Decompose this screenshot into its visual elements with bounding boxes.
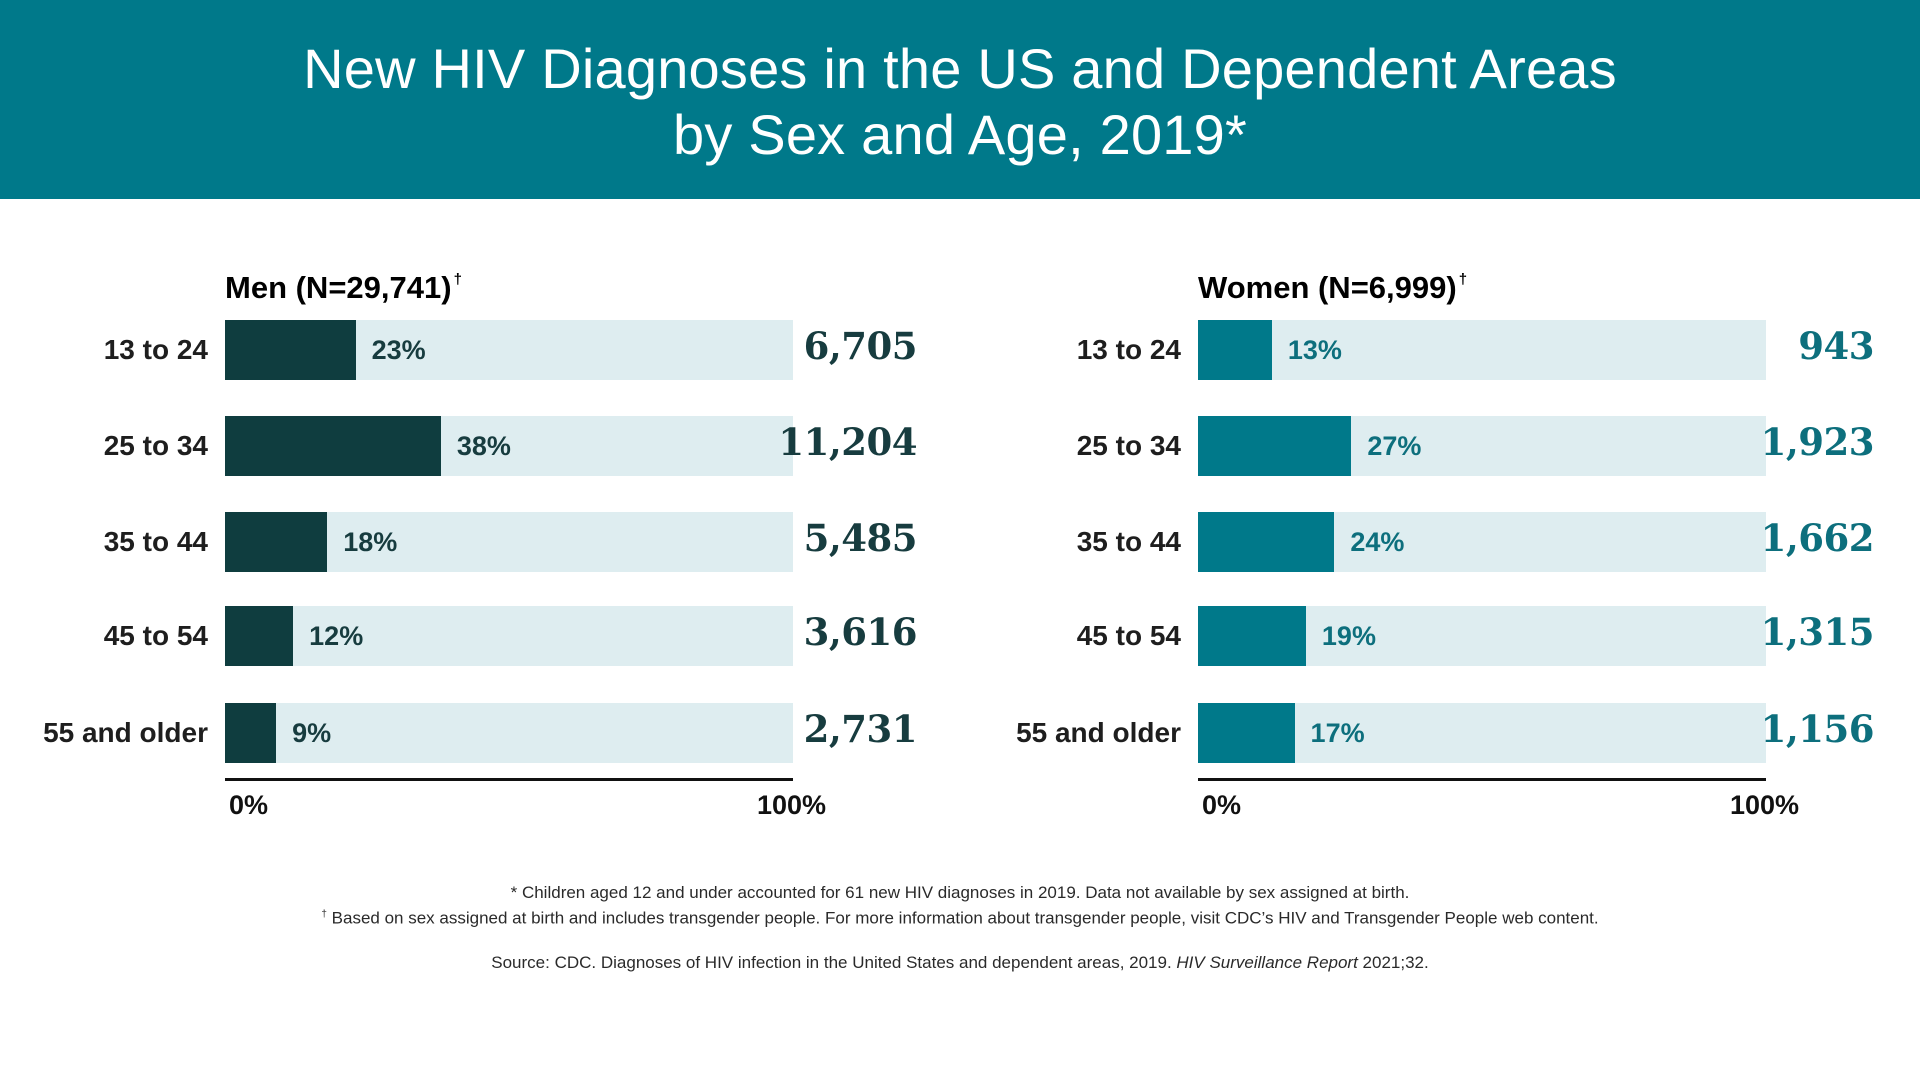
- men-bar-percent-label: 12%: [309, 620, 364, 651]
- women-x-tick-label: 100%: [1730, 790, 1800, 820]
- title-line-2: by Sex and Age, 2019*: [672, 102, 1247, 166]
- women-bar: [1198, 320, 1272, 380]
- women-count-label: 1,156: [1760, 707, 1875, 751]
- men-bar-percent-label: 23%: [371, 334, 426, 365]
- men-count-label: 11,204: [778, 420, 917, 464]
- women-count-label: 1,662: [1760, 516, 1875, 560]
- footnotes: * Children aged 12 and under accounted f…: [0, 882, 1920, 974]
- men-bar: [225, 606, 294, 666]
- men-age-label: 35 to 44: [103, 526, 208, 557]
- women-count-label: 943: [1798, 324, 1874, 368]
- women-age-label: 13 to 24: [1076, 334, 1181, 365]
- men-bar-percent-label: 38%: [456, 430, 511, 461]
- men-bar-track: [225, 606, 793, 666]
- footnote-dagger: † Based on sex assigned at birth and inc…: [0, 904, 1920, 930]
- women-bar-row: 55 and older 17% 1,156: [1016, 703, 1875, 763]
- women-bar-track: [1198, 320, 1766, 380]
- women-age-label: 35 to 44: [1076, 526, 1181, 557]
- men-bar: [225, 320, 356, 380]
- source-prefix: Source: CDC. Diagnoses of HIV infection …: [491, 952, 1177, 972]
- women-bar-percent-label: 19%: [1321, 620, 1376, 651]
- women-bar: [1198, 512, 1335, 572]
- footnote-dagger-text: Based on sex assigned at birth and inclu…: [331, 908, 1599, 928]
- women-chart-title-text: Women (N=6,999): [1198, 270, 1457, 305]
- header-banner: New HIV Diagnoses in the US and Dependen…: [0, 0, 1920, 199]
- women-bar: [1198, 606, 1306, 666]
- men-count-label: 3,616: [803, 610, 918, 654]
- men-bar-percent-label: 9%: [292, 717, 332, 748]
- men-count-label: 5,485: [803, 516, 918, 560]
- women-chart-title: Women (N=6,999) †: [1198, 270, 1467, 306]
- men-bar-track: [225, 703, 793, 763]
- men-age-label: 25 to 34: [103, 430, 208, 461]
- source-suffix: 2021;32.: [1357, 952, 1429, 972]
- title-line-1: New HIV Diagnoses in the US and Dependen…: [303, 36, 1617, 100]
- men-count-label: 6,705: [803, 324, 918, 368]
- women-bar-percent-label: 17%: [1310, 717, 1365, 748]
- source-citation: Source: CDC. Diagnoses of HIV infection …: [0, 952, 1920, 974]
- men-x-axis-line: [225, 778, 793, 781]
- men-x-tick-label: 0%: [229, 790, 269, 820]
- women-bar-row: 13 to 24 13% 943: [1077, 320, 1874, 380]
- men-bar-percent-label: 18%: [343, 526, 398, 557]
- men-chart-title: Men (N=29,741) †: [225, 270, 462, 306]
- men-bar-row: 13 to 24 23% 6,705: [104, 320, 918, 380]
- men-bar: [225, 703, 277, 763]
- page-title: New HIV Diagnoses in the US and Dependen…: [303, 32, 1617, 168]
- men-count-label: 2,731: [803, 707, 918, 751]
- women-bar-row: 45 to 54 19% 1,315: [1077, 606, 1875, 666]
- women-bar-percent-label: 24%: [1350, 526, 1405, 557]
- women-count-label: 1,315: [1760, 610, 1875, 654]
- women-bar-row: 35 to 44 24% 1,662: [1077, 512, 1875, 572]
- women-bar-percent-label: 13%: [1287, 334, 1342, 365]
- men-x-tick-label: 100%: [757, 790, 827, 820]
- women-bar-row: 25 to 34 27% 1,923: [1077, 416, 1875, 476]
- women-age-label: 25 to 34: [1076, 430, 1181, 461]
- footnote-star: * Children aged 12 and under accounted f…: [510, 883, 1410, 902]
- source-report-title: HIV Surveillance Report: [1176, 952, 1358, 972]
- women-bar: [1198, 703, 1295, 763]
- men-age-label: 55 and older: [43, 717, 208, 748]
- men-bar-row: 25 to 34 38% 11,204: [104, 416, 917, 476]
- women-bar: [1198, 416, 1352, 476]
- men-bar-row: 45 to 54 12% 3,616: [104, 606, 918, 666]
- men-bar-row: 35 to 44 18% 5,485: [104, 512, 918, 572]
- men-chart-title-mark: †: [453, 271, 462, 288]
- men-bar-row: 55 and older 9% 2,731: [43, 703, 918, 763]
- men-chart-title-text: Men (N=29,741): [225, 270, 452, 305]
- women-x-tick-label: 0%: [1202, 790, 1242, 820]
- women-age-label: 45 to 54: [1076, 620, 1181, 651]
- men-age-label: 45 to 54: [103, 620, 208, 651]
- men-age-label: 13 to 24: [103, 334, 208, 365]
- men-bar: [225, 512, 328, 572]
- dagger-mark: †: [321, 909, 327, 920]
- women-count-label: 1,923: [1760, 420, 1875, 464]
- women-x-axis-line: [1198, 778, 1766, 781]
- women-bar-percent-label: 27%: [1367, 430, 1422, 461]
- men-bar: [225, 416, 441, 476]
- women-age-label: 55 and older: [1016, 717, 1181, 748]
- women-chart-title-mark: †: [1458, 271, 1468, 288]
